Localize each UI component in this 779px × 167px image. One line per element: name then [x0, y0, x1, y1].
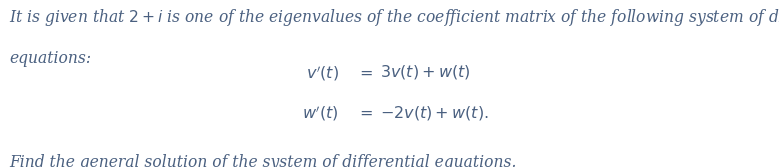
Text: Find the general solution of the system of differential equations.: Find the general solution of the system …: [9, 154, 516, 167]
Text: $=$: $=$: [356, 104, 373, 121]
Text: $w'(t)$: $w'(t)$: [302, 104, 339, 123]
Text: $3v(t)+w(t)$: $3v(t)+w(t)$: [380, 63, 471, 81]
Text: equations:: equations:: [9, 50, 91, 67]
Text: $=$: $=$: [356, 63, 373, 80]
Text: $-2v(t)+w(t).$: $-2v(t)+w(t).$: [380, 104, 489, 122]
Text: It is given that $2+i$ is one of the eigenvalues of the coefficient matrix of th: It is given that $2+i$ is one of the eig…: [9, 7, 779, 28]
Text: $v'(t)$: $v'(t)$: [305, 63, 339, 83]
